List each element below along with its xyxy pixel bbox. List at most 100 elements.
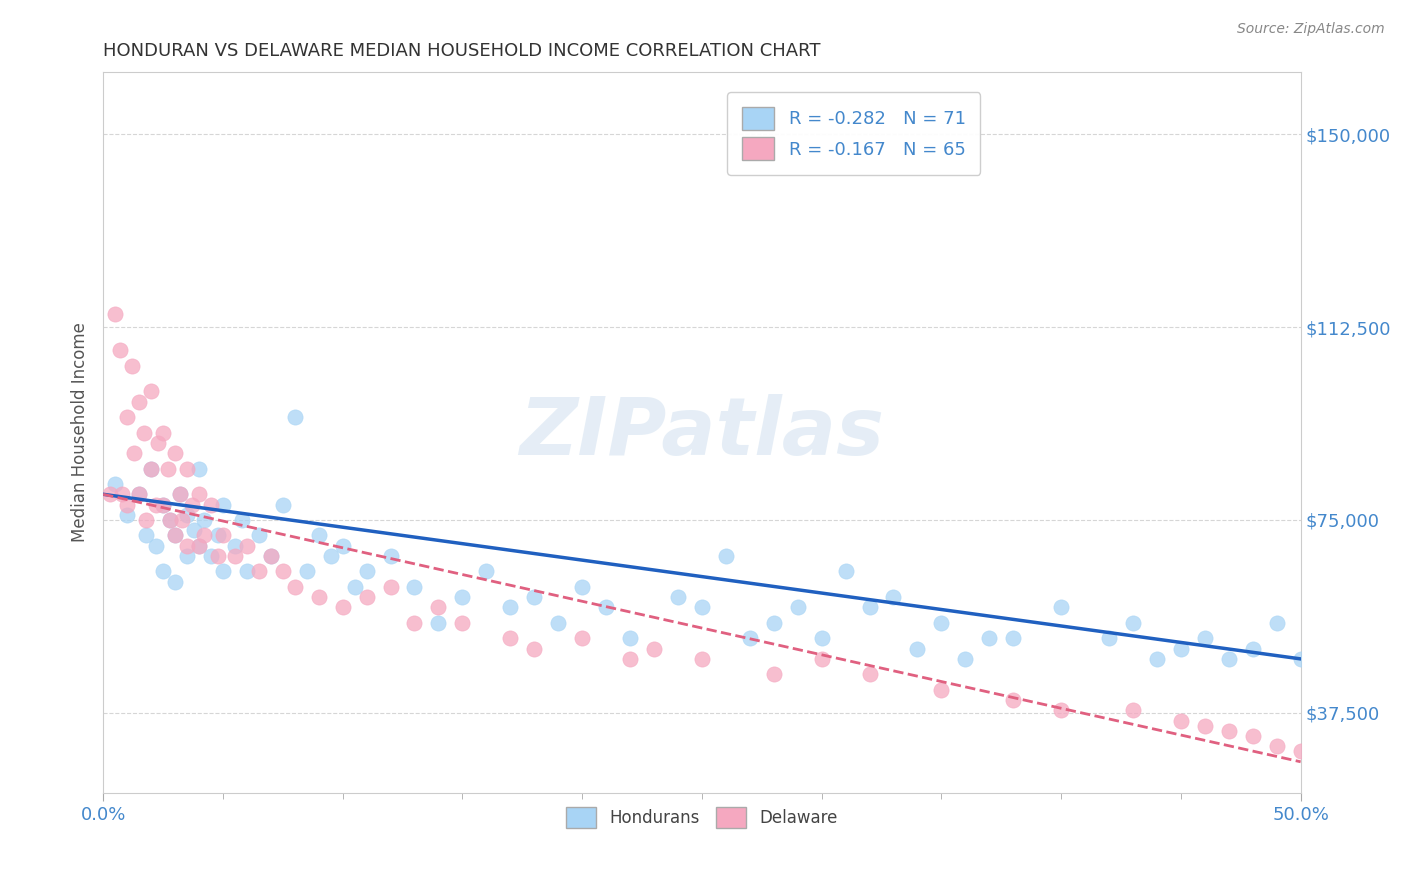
Point: [690, 652, 713, 666]
Point: [738, 632, 761, 646]
Point: [108, 343, 131, 358]
Point: [931, 682, 953, 697]
Point: [207, 528, 229, 542]
Point: [169, 487, 191, 501]
Point: [163, 528, 186, 542]
Point: [762, 615, 785, 630]
Point: [907, 641, 929, 656]
Point: [193, 513, 215, 527]
Point: [135, 528, 157, 542]
Point: [1050, 600, 1073, 615]
Point: [212, 528, 235, 542]
Point: [176, 549, 198, 563]
Point: [187, 539, 209, 553]
Point: [979, 632, 1001, 646]
Point: [1194, 632, 1216, 646]
Point: [523, 641, 546, 656]
Point: [380, 580, 402, 594]
Point: [1194, 719, 1216, 733]
Point: [427, 600, 450, 615]
Point: [145, 498, 167, 512]
Text: ZIPatlas: ZIPatlas: [519, 393, 884, 472]
Point: [810, 652, 832, 666]
Point: [882, 590, 904, 604]
Point: [115, 498, 138, 512]
Point: [858, 667, 880, 681]
Point: [619, 652, 641, 666]
Point: [231, 513, 253, 527]
Point: [295, 565, 318, 579]
Y-axis label: Median Household Income: Median Household Income: [72, 323, 89, 542]
Point: [1002, 693, 1025, 707]
Point: [858, 600, 880, 615]
Point: [260, 549, 283, 563]
Point: [128, 394, 150, 409]
Point: [111, 487, 134, 501]
Point: [193, 528, 215, 542]
Point: [834, 565, 856, 579]
Point: [121, 359, 143, 373]
Point: [271, 498, 294, 512]
Point: [236, 539, 259, 553]
Point: [499, 600, 522, 615]
Point: [128, 487, 150, 501]
Point: [356, 590, 378, 604]
Point: [139, 461, 162, 475]
Point: [152, 498, 174, 512]
Point: [1218, 723, 1240, 738]
Point: [643, 641, 665, 656]
Point: [1241, 729, 1264, 743]
Point: [139, 384, 162, 399]
Point: [183, 523, 205, 537]
Point: [247, 565, 270, 579]
Point: [163, 574, 186, 589]
Point: [212, 498, 235, 512]
Point: [187, 461, 209, 475]
Point: [224, 539, 246, 553]
Point: [284, 580, 307, 594]
Point: [224, 549, 246, 563]
Point: [187, 487, 209, 501]
Point: [159, 513, 181, 527]
Point: [169, 487, 191, 501]
Point: [132, 425, 155, 440]
Point: [200, 498, 222, 512]
Point: [152, 425, 174, 440]
Point: [115, 410, 138, 425]
Point: [104, 477, 127, 491]
Point: [152, 565, 174, 579]
Point: [1122, 615, 1144, 630]
Point: [180, 498, 202, 512]
Point: [145, 539, 167, 553]
Point: [1265, 615, 1288, 630]
Point: [236, 565, 259, 579]
Point: [115, 508, 138, 522]
Legend: Hondurans, Delaware: Hondurans, Delaware: [560, 800, 845, 835]
Point: [1265, 739, 1288, 754]
Point: [332, 539, 354, 553]
Point: [666, 590, 689, 604]
Point: [523, 590, 546, 604]
Point: [308, 590, 330, 604]
Point: [1241, 641, 1264, 656]
Point: [356, 565, 378, 579]
Point: [122, 446, 145, 460]
Point: [786, 600, 808, 615]
Point: [1170, 641, 1192, 656]
Point: [156, 461, 179, 475]
Point: [200, 549, 222, 563]
Point: [1098, 632, 1121, 646]
Point: [1050, 703, 1073, 717]
Point: [475, 565, 498, 579]
Point: [1218, 652, 1240, 666]
Point: [690, 600, 713, 615]
Point: [176, 539, 198, 553]
Text: Source: ZipAtlas.com: Source: ZipAtlas.com: [1237, 22, 1385, 37]
Point: [159, 513, 181, 527]
Point: [571, 580, 593, 594]
Point: [332, 600, 354, 615]
Point: [595, 600, 617, 615]
Point: [427, 615, 450, 630]
Point: [163, 528, 186, 542]
Text: HONDURAN VS DELAWARE MEDIAN HOUSEHOLD INCOME CORRELATION CHART: HONDURAN VS DELAWARE MEDIAN HOUSEHOLD IN…: [103, 42, 821, 60]
